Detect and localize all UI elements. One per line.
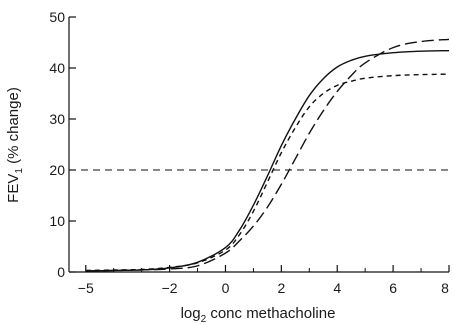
- series-line-dashed: [85, 73, 450, 272]
- x-tick-label: −2: [162, 280, 178, 296]
- x-tick-label: 0: [222, 280, 230, 296]
- x-tick-label: 4: [333, 280, 341, 296]
- x-axis-label: log2 conc methacholine: [181, 305, 336, 325]
- y-tick-label: 30: [49, 111, 65, 127]
- y-tick-label: 20: [49, 162, 65, 178]
- x-tick-label: 2: [277, 280, 285, 296]
- series-line-solid: [85, 49, 450, 272]
- series-line-long-dash: [85, 38, 450, 272]
- x-tick-label: 6: [389, 280, 397, 296]
- y-tick-label: 10: [49, 213, 65, 229]
- y-tick-label: 50: [49, 9, 65, 25]
- y-tick-label: 40: [49, 60, 65, 76]
- x-tick-label: −5: [78, 280, 94, 296]
- y-ticks: 0 10 20 30 40 50: [49, 9, 76, 280]
- axes: 0 10 20 30 40 50 −5 −2 0 2 4 6 8: [49, 9, 450, 296]
- y-axis-label: FEV1 (% change): [5, 87, 25, 203]
- x-tick-label: 8: [441, 280, 449, 296]
- y-tick-label: 0: [57, 264, 65, 280]
- series-group: [85, 38, 450, 272]
